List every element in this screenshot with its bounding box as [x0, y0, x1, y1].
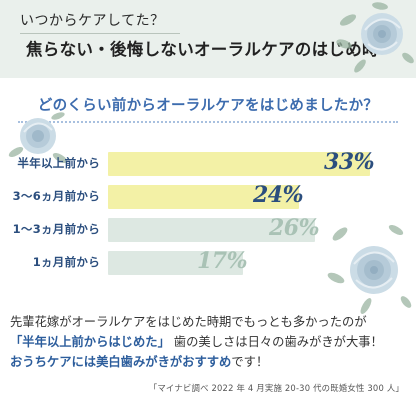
rose-icon [336, 2, 414, 73]
bar-value-label: 26% [269, 215, 320, 241]
rose-icon [327, 224, 412, 314]
bar-category-label: 1〜3ヵ月前から [12, 222, 100, 236]
bar-row: 3〜6ヵ月前から 24% [0, 182, 416, 211]
bar [108, 185, 299, 209]
bar-row: 1ヵ月前から 17% [0, 248, 416, 277]
bar-value-label: 33% [324, 149, 375, 175]
bar-category-label: 3〜6ヵ月前から [12, 189, 100, 203]
summary-line-2-rest: 歯の美しさは日々の歯みがきが大事！ [173, 335, 383, 349]
summary-emphasis-2: おうちケアには美白歯みがきがおすすめ [10, 355, 232, 369]
summary-text: 先輩花嫁がオーラルケアをはじめた時期でもっとも多かったのが 「半年以上前からはじ… [10, 312, 410, 372]
bar-value-label: 24% [253, 182, 304, 208]
bar [108, 218, 315, 242]
bar-chart: 半年以上前から 33% 3〜6ヵ月前から 24% 1〜3ヵ月前から 26% 1ヵ月前から 17… [0, 149, 416, 285]
source-note: 「マイナビ調べ 2022 年 4 月実施 20-30 代の既婚女性 300 人」 [148, 383, 404, 393]
bar-row: 1〜3ヵ月前から 26% [0, 215, 416, 244]
rose-icon [8, 112, 68, 164]
summary-emphasis-1: 「半年以上前からはじめた」 [10, 335, 170, 349]
summary-line-2: 「半年以上前からはじめた」 歯の美しさは日々の歯みがきが大事！ [10, 332, 410, 352]
summary-line-3: おうちケアには美白歯みがきがおすすめです！ [10, 352, 410, 372]
header-title: 焦らない・後悔しないオーラルケアのはじめ時 [26, 40, 379, 59]
dotted-divider [18, 121, 398, 123]
bar [108, 251, 243, 275]
bar [108, 152, 370, 176]
bar-row: 半年以上前から 33% [0, 149, 416, 178]
bar-category-label: 1ヵ月前から [32, 255, 100, 269]
bar-category-label: 半年以上前から [17, 156, 100, 170]
header-kicker: いつからケアしてた？ [20, 13, 165, 29]
summary-line-3-rest: です！ [231, 355, 269, 369]
summary-line-1: 先輩花嫁がオーラルケアをはじめた時期でもっとも多かったのが [10, 315, 367, 329]
bar-value-label: 17% [197, 248, 248, 274]
header-rule [20, 33, 180, 34]
header-banner: いつからケアしてた？ 焦らない・後悔しないオーラルケアのはじめ時 [0, 0, 416, 78]
survey-question: どのくらい前からオーラルケアをはじめましたか？ [37, 98, 379, 114]
